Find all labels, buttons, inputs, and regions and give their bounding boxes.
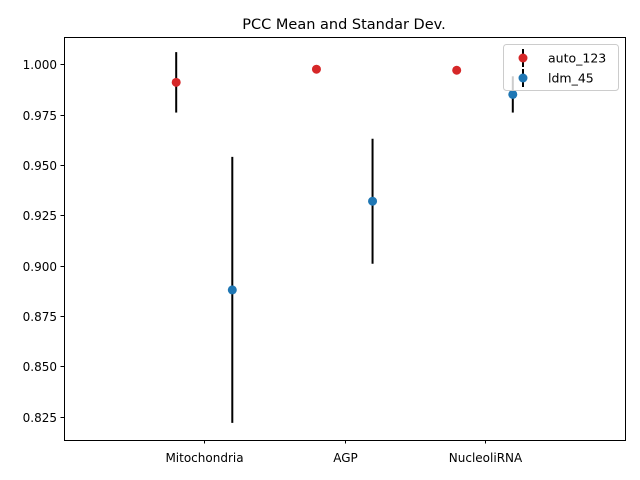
data-point <box>368 196 378 206</box>
y-tick-label: 1.000 <box>23 58 57 72</box>
x-tick-label: AGP <box>333 451 358 465</box>
x-tick-label: NucleoliRNA <box>449 451 523 465</box>
chart-title: PCC Mean and Standar Dev. <box>242 17 445 33</box>
plot-area <box>171 52 518 423</box>
data-point <box>508 89 518 99</box>
y-tick-label: 0.825 <box>23 411 57 425</box>
y-tick-label: 0.950 <box>23 159 57 173</box>
legend-label: ldm_45 <box>548 71 594 86</box>
legend-marker <box>518 53 528 63</box>
y-tick-label: 0.925 <box>23 209 57 223</box>
data-point <box>227 285 237 295</box>
y-tick-label: 0.875 <box>23 310 57 324</box>
axes: 0.825 0.850 0.875 0.900 0.925 0.950 0.975 1.000… <box>23 58 523 465</box>
data-point <box>171 77 181 87</box>
legend-box <box>503 44 619 91</box>
y-tick-label: 0.975 <box>23 109 57 123</box>
y-tick-label: 0.850 <box>23 360 57 374</box>
legend: auto_123 ldm_45 <box>503 44 619 91</box>
axes-frame <box>64 37 626 441</box>
data-point <box>311 64 321 74</box>
legend-marker <box>518 73 528 83</box>
y-tick-label: 0.900 <box>23 260 57 274</box>
legend-label: auto_123 <box>548 51 606 66</box>
data-point <box>452 65 462 75</box>
x-tick-label: Mitochondria <box>165 451 243 465</box>
